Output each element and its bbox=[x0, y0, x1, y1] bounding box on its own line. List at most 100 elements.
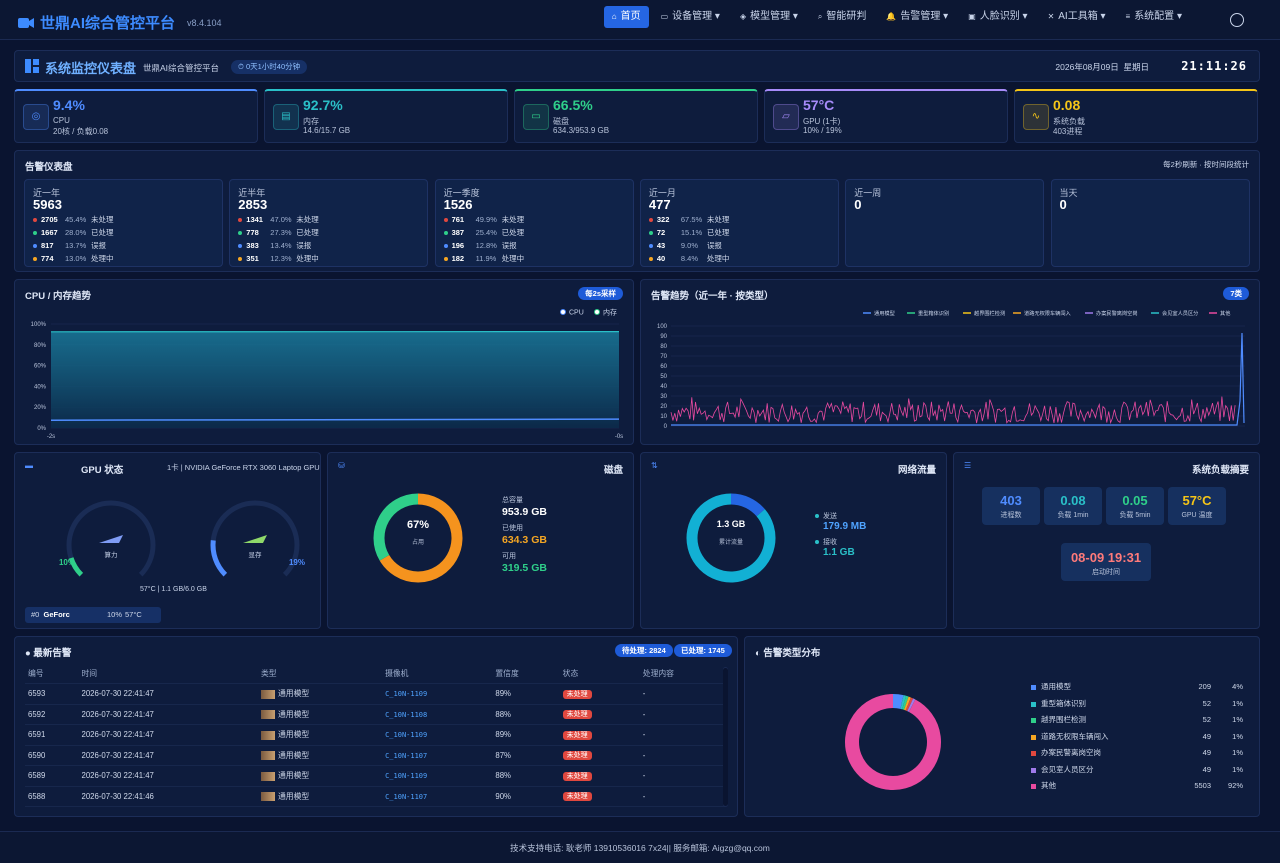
status-dot bbox=[443, 231, 448, 236]
stat-card-磁盘: ▭ 66.5% 磁盘 634.3/953.9 GB bbox=[514, 89, 758, 143]
alarm-card-3[interactable]: 近一月 477 322 67.5% 未处理 72 15.1% 已处理 43 9.0% 误报 40 8.4… bbox=[639, 179, 839, 267]
cell-text: 通用模型 bbox=[278, 730, 310, 740]
nav-label: 模型管理 ▾ bbox=[750, 11, 798, 22]
stat-card-系统负载: ∿ 0.08 系统负载 403进程 bbox=[1014, 89, 1258, 143]
table-cell: 通用模型 bbox=[258, 745, 383, 766]
table-cell: 2026-07-30 22:41:47 bbox=[78, 765, 259, 787]
nav-item-6[interactable]: ✕ AI工具箱 ▾ bbox=[1040, 6, 1114, 28]
table-row[interactable]: 6590 2026-07-30 22:41:47 通用模型 C_10N-1107 87%… bbox=[25, 745, 725, 766]
table-cell: - bbox=[639, 745, 725, 766]
camera-link[interactable]: C_10N-1109 bbox=[385, 731, 428, 740]
nav-item-4[interactable]: 🔔 告警管理 ▾ bbox=[878, 6, 956, 28]
alarm-pct: 28.0% bbox=[65, 228, 87, 237]
nav-label: 首页 bbox=[620, 11, 641, 22]
cell-text: 通用模型 bbox=[278, 709, 310, 719]
camera-link[interactable]: C_10N-1109 bbox=[385, 690, 428, 699]
camera-link[interactable]: C_10N-1107 bbox=[385, 792, 428, 801]
table-row[interactable]: 6593 2026-07-30 22:41:47 通用模型 C_10N-1109 89%… bbox=[25, 683, 725, 705]
snapshot-thumbnail[interactable] bbox=[261, 771, 276, 781]
camera-link[interactable]: C_10N-1107 bbox=[385, 751, 428, 760]
table-cell: C_10N-1109 bbox=[382, 683, 493, 705]
camera-link[interactable]: C_10N-1109 bbox=[385, 772, 428, 781]
alarm-period: 近一年 bbox=[33, 188, 61, 198]
alarm-status: 未处理 bbox=[91, 215, 114, 224]
nav-item-0[interactable]: ⌂ 首页 bbox=[603, 6, 649, 28]
legend-label: 会见室人员区分 bbox=[1162, 309, 1198, 317]
snapshot-thumbnail[interactable] bbox=[261, 710, 276, 720]
disk-icon: ▭ bbox=[523, 104, 549, 130]
alarm-card-2[interactable]: 近一季度 1526 761 49.9% 未处理 387 25.4% 已处理 196 12.8% 误报… bbox=[434, 179, 634, 267]
table-cell: 88% bbox=[492, 765, 560, 787]
snapshot-thumbnail[interactable] bbox=[261, 792, 276, 802]
alarm-pct: 15.1% bbox=[680, 228, 703, 237]
table-row[interactable]: 6588 2026-07-30 22:41:46 通用模型 C_10N-1107 90%… bbox=[25, 786, 725, 807]
alarm-row: 761 49.9% 未处理 bbox=[443, 213, 524, 226]
done-badge[interactable]: 已处理: 1745 bbox=[674, 644, 732, 657]
gpu-card-chip[interactable]: #0 GeForc 10% 57°C bbox=[25, 607, 161, 623]
table-cell: 89% bbox=[492, 683, 560, 705]
status-badge: 未处理 bbox=[562, 751, 592, 761]
table-cell: 通用模型 bbox=[258, 683, 383, 705]
table-row[interactable]: 6589 2026-07-30 22:41:47 通用模型 C_10N-1109 88%… bbox=[25, 765, 725, 787]
nav-item-1[interactable]: ▭ 设备管理 ▾ bbox=[653, 6, 728, 28]
nav-item-2[interactable]: ◈ 模型管理 ▾ bbox=[732, 6, 806, 28]
load-title: 系统负载摘要 bbox=[1191, 465, 1249, 476]
y-tick-label: 80% bbox=[34, 343, 47, 349]
network-title: 网络流量 bbox=[897, 465, 936, 476]
legend-name: 重型箱体识别 bbox=[1041, 698, 1086, 708]
alarm-row: 1667 28.0% 已处理 bbox=[33, 226, 114, 239]
alarm-count: 2705 bbox=[41, 215, 58, 224]
stat-sub: 14.6/15.7 GB bbox=[303, 126, 351, 135]
alarm-pct: 11.9% bbox=[475, 254, 497, 263]
snapshot-thumbnail[interactable] bbox=[261, 730, 276, 740]
cell-text: 通用模型 bbox=[278, 771, 310, 781]
alarm-total: 0 bbox=[1059, 197, 1067, 212]
nav-item-7[interactable]: ≡ 系统配置 ▾ bbox=[1118, 6, 1190, 28]
search-icon: ⌕ bbox=[817, 12, 823, 21]
nav-item-3[interactable]: ⌕ 智能研判 bbox=[810, 6, 874, 28]
series-line-general bbox=[671, 332, 1245, 426]
disk-donut bbox=[373, 493, 463, 583]
legend-count: 49 bbox=[1202, 764, 1211, 774]
legend-name: 道路无权限车辆闯入 bbox=[1041, 731, 1109, 741]
dist-slice-4 bbox=[905, 697, 914, 712]
legend-count: 5503 bbox=[1194, 781, 1211, 790]
status-dot bbox=[648, 257, 653, 262]
network-slice-1 bbox=[686, 493, 776, 583]
alarm-row: 1341 47.0% 未处理 bbox=[238, 213, 319, 226]
snapshot-thumbnail[interactable] bbox=[261, 751, 276, 761]
disk-used: 634.3 GB bbox=[502, 534, 547, 546]
alarm-pct: 13.0% bbox=[65, 254, 87, 263]
alarm-pct: 47.0% bbox=[270, 215, 292, 224]
page-title: 系统监控仪表盘 bbox=[45, 61, 137, 76]
alarm-period: 当天 bbox=[1059, 188, 1078, 198]
app-brand[interactable]: 世鼎AI综合管控平台 v8.4.104 bbox=[18, 12, 222, 33]
user-avatar-icon[interactable] bbox=[1230, 13, 1244, 27]
stat-card-GPU (1卡): ▱ 57°C GPU (1卡) 10% / 19% bbox=[764, 89, 1008, 143]
alarm-rows: 2705 45.4% 未处理 1667 28.0% 已处理 817 13.7% 误报 774 13.… bbox=[33, 213, 114, 265]
camera-link[interactable]: C_10N-1108 bbox=[385, 710, 428, 719]
alarm-status: 已处理 bbox=[91, 228, 114, 237]
snapshot-thumbnail[interactable] bbox=[261, 689, 276, 699]
pending-badge[interactable]: 待处理: 2824 bbox=[615, 644, 673, 657]
nav-label: 系统配置 ▾ bbox=[1134, 11, 1182, 22]
alarm-card-5[interactable]: 当天 0 bbox=[1050, 179, 1250, 267]
stat-value: 9.4% bbox=[53, 97, 85, 113]
alarm-card-0[interactable]: 近一年 5963 2705 45.4% 未处理 1667 28.0% 已处理 817 13.7% 误… bbox=[24, 179, 223, 267]
table-row[interactable]: 6592 2026-07-30 22:41:47 通用模型 C_10N-1108 88%… bbox=[25, 704, 725, 725]
table-row[interactable]: 6591 2026-07-30 22:41:47 通用模型 C_10N-1109 89%… bbox=[25, 724, 725, 746]
nav-label: 设备管理 ▾ bbox=[672, 11, 720, 22]
alarm-row: 774 13.0% 处理中 bbox=[33, 252, 114, 265]
boot-time: 08-09 19:31 bbox=[1070, 550, 1142, 565]
y-tick-label: 0 bbox=[664, 424, 668, 430]
load-metric-value: 403 bbox=[1000, 493, 1022, 508]
nav-item-5[interactable]: ▣ 人脸识别 ▾ bbox=[960, 6, 1035, 28]
legend-pct: 92% bbox=[1227, 781, 1243, 790]
table-scrollbar[interactable] bbox=[723, 667, 728, 807]
alarm-card-4[interactable]: 近一周 0 bbox=[845, 179, 1045, 267]
alarm-card-1[interactable]: 近半年 2853 1341 47.0% 未处理 778 27.3% 已处理 383 13.4% 误报… bbox=[229, 179, 429, 267]
current-date: 2026年08月09日 星期日 bbox=[1055, 62, 1149, 72]
legend-pct: 1% bbox=[1232, 731, 1243, 741]
status-dot bbox=[238, 257, 243, 262]
table-header-row: 编号 时间 类型 摄像机 置信度 状态 处理内容 bbox=[25, 663, 725, 684]
